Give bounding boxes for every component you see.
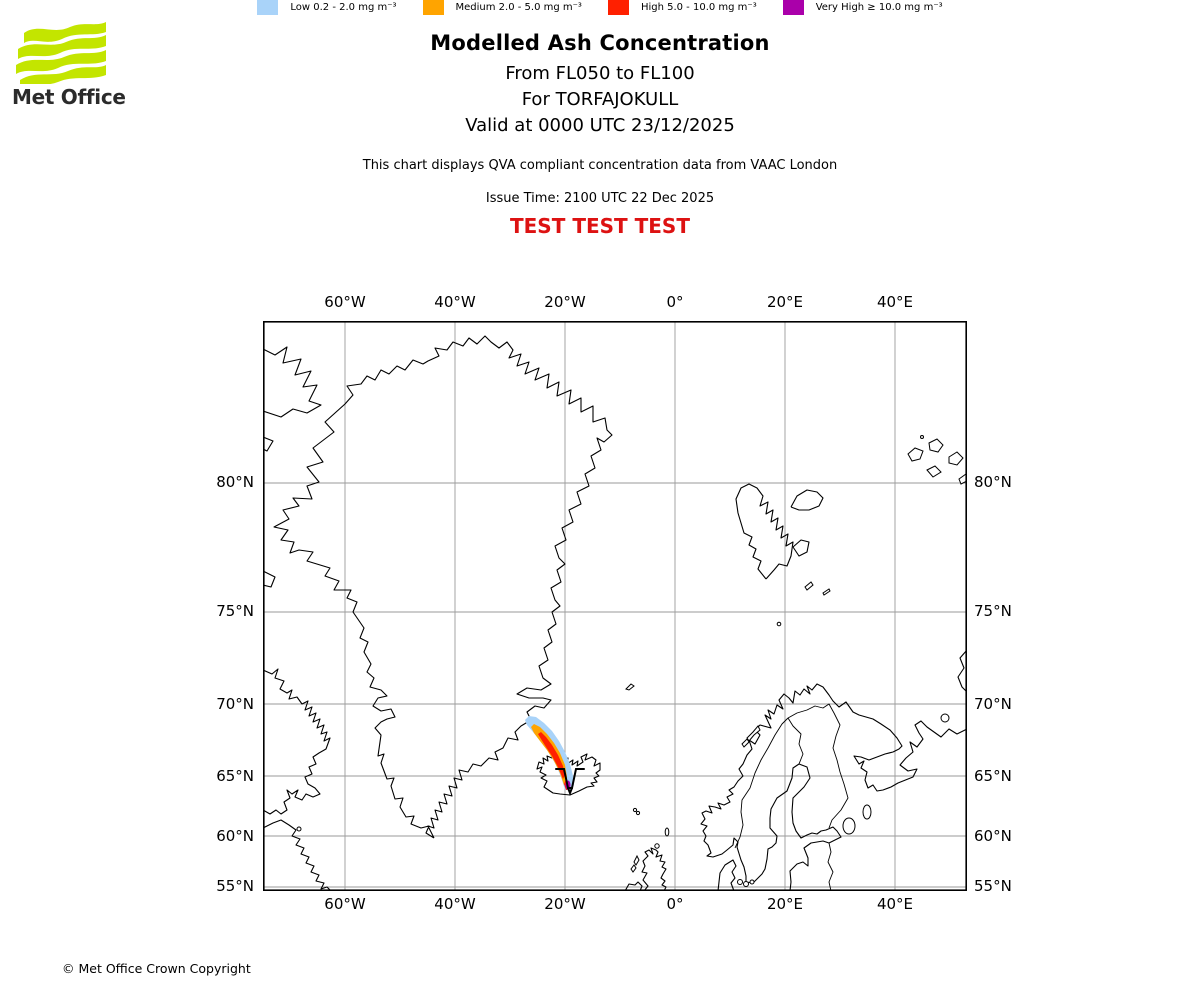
ash-plume [525, 716, 574, 790]
bear-island [776, 621, 782, 627]
axis-tick-right-60n: 60°N [974, 827, 1012, 845]
issue-time: Issue Time: 2100 UTC 22 Dec 2025 [485, 191, 715, 206]
map-frame [263, 321, 967, 891]
lofoten-islands-2 [741, 738, 750, 748]
coastline-scotland [641, 847, 667, 891]
copyright-text: © Met Office Crown Copyright [62, 961, 251, 976]
legend-swatch-very-high [782, 0, 804, 15]
legend-item-medium: Medium 2.0 - 5.0 mg m⁻³ [422, 0, 582, 15]
subtitle-flight-levels: From FL050 to FL100 [505, 63, 695, 84]
coastline-spitsbergen [735, 483, 794, 580]
shetland-islands [664, 827, 670, 837]
axis-tick-right-65n: 65°N [974, 767, 1012, 785]
resolution-island [296, 826, 302, 832]
chart-description: This chart displays QVA compliant concen… [362, 158, 838, 173]
legend-item-low: Low 0.2 - 2.0 mg m⁻³ [257, 0, 397, 15]
axis-tick-bottom-40e: 40°E [876, 895, 914, 913]
axis-tick-left-55n: 55°N [216, 877, 254, 895]
map-canvas [263, 321, 967, 891]
axis-tick-bottom-20w: 20°W [544, 895, 586, 913]
legend-label-high: High 5.0 - 10.0 mg m⁻³ [640, 2, 757, 13]
coastline-labrador [263, 819, 332, 891]
axis-tick-top-60w: 60°W [324, 293, 366, 311]
legend-label-low: Low 0.2 - 2.0 mg m⁻³ [290, 2, 397, 13]
country-borders [734, 703, 849, 891]
hopen-island [804, 581, 814, 591]
axis-tick-bottom-20e: 20°E [766, 895, 804, 913]
legend-label-medium: Medium 2.0 - 5.0 mg m⁻³ [455, 2, 582, 13]
danish-island-3 [749, 879, 755, 885]
legend-swatch-high [607, 0, 629, 15]
kolguev-island [940, 713, 950, 723]
axis-tick-bottom-40w: 40°W [434, 895, 476, 913]
legend-swatch-low [257, 0, 279, 15]
danish-island-2 [743, 881, 749, 887]
franz-josef-land [907, 435, 967, 485]
met-office-logo [14, 20, 106, 86]
coastline-ellesmere [263, 346, 322, 418]
ash-plume-high [538, 732, 565, 779]
axis-tick-bottom-0: 0° [666, 895, 684, 913]
axis-tick-top-0: 0° [666, 293, 684, 311]
lofoten-islands [746, 725, 761, 742]
legend-item-high: High 5.0 - 10.0 mg m⁻³ [607, 0, 757, 15]
coastline-iceland [536, 752, 601, 796]
volcano-icon [555, 768, 585, 796]
axis-tick-right-70n: 70°N [974, 695, 1012, 713]
coastline-ireland-tip [624, 881, 643, 891]
test-banner: TEST TEST TEST [510, 214, 690, 238]
axis-tick-left-75n: 75°N [216, 602, 254, 620]
coastline-arctic-fragment [263, 436, 274, 452]
brand-name: Met Office [12, 85, 126, 109]
axis-tick-top-40w: 40°W [434, 293, 476, 311]
legend: Low 0.2 - 2.0 mg m⁻³ Medium 2.0 - 5.0 mg… [0, 0, 1200, 15]
hebrides-islands [633, 854, 640, 866]
legend-label-very-high: Very High ≥ 10.0 mg m⁻³ [815, 2, 943, 13]
subtitle-volcano: For TORFAJOKULL [521, 89, 679, 110]
orkney-islands [654, 843, 660, 849]
logo-waves-icon [16, 22, 106, 86]
jan-mayen-island [625, 683, 635, 691]
lake-ladoga [842, 817, 856, 835]
coastline-denmark [717, 859, 737, 891]
axis-tick-right-80n: 80°N [974, 473, 1012, 491]
map-gridlines [263, 321, 967, 891]
legend-item-very-high: Very High ≥ 10.0 mg m⁻³ [782, 0, 943, 15]
axis-tick-left-70n: 70°N [216, 695, 254, 713]
faroe-islands [632, 807, 638, 813]
danish-island [737, 879, 743, 885]
small-island-barents [822, 588, 831, 596]
coastline-novaya-zemlya [957, 649, 967, 693]
axis-tick-bottom-60w: 60°W [324, 895, 366, 913]
map-coastlines [263, 335, 967, 891]
coastline-nordaustlandet [790, 489, 824, 511]
axis-tick-left-80n: 80°N [216, 473, 254, 491]
coastline-greenland [273, 335, 613, 839]
subtitle-valid-time: Valid at 0000 UTC 23/12/2025 [465, 115, 735, 136]
axis-tick-top-20w: 20°W [544, 293, 586, 311]
axis-tick-top-20e: 20°E [766, 293, 804, 311]
hebrides-islands-2 [630, 864, 637, 873]
lake-onega [862, 804, 872, 820]
coastline-devon-fragment [263, 570, 276, 588]
coastline-baffin [263, 668, 331, 815]
coastline-edgeoya [792, 539, 810, 557]
axis-tick-left-65n: 65°N [216, 767, 254, 785]
legend-swatch-medium [422, 0, 444, 15]
ash-plume-medium [531, 724, 567, 785]
axis-tick-right-55n: 55°N [974, 877, 1012, 895]
coastline-scandinavia [700, 683, 967, 891]
axis-tick-left-60n: 60°N [216, 827, 254, 845]
axis-tick-right-75n: 75°N [974, 602, 1012, 620]
axis-tick-top-40e: 40°E [876, 293, 914, 311]
page-title: Modelled Ash Concentration [430, 31, 770, 55]
faroe-islands-2 [635, 810, 641, 816]
